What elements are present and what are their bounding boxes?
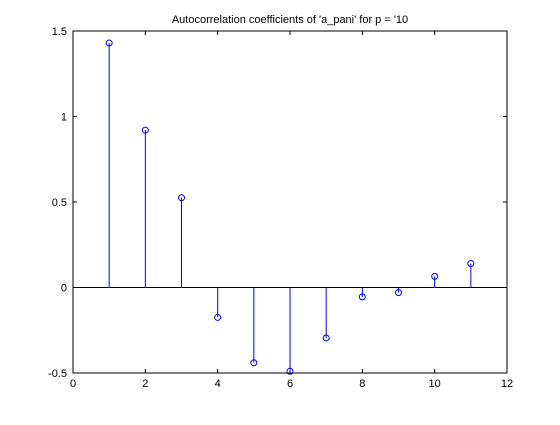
stem-marker	[395, 289, 402, 297]
stems-layer	[105, 39, 475, 375]
x-tick-label: 10	[429, 378, 441, 390]
x-tick-label: 4	[215, 378, 221, 390]
x-tick-label: 2	[142, 378, 148, 390]
x-tick-label: 0	[70, 378, 76, 390]
y-tick-label: -0.5	[48, 368, 67, 380]
y-tick-label: 1.5	[52, 26, 67, 38]
stem-marker	[214, 313, 222, 321]
chart-title: Autocorrelation coefficients of 'a_pani'…	[172, 14, 408, 26]
y-tick-label: 0.5	[52, 197, 67, 209]
x-tick-label: 8	[359, 378, 365, 390]
stem-marker	[467, 260, 475, 268]
x-tick-label: 6	[287, 378, 293, 390]
stem-marker	[178, 194, 185, 202]
stem-marker	[105, 39, 113, 47]
stem-marker	[250, 359, 258, 367]
stem-marker	[431, 272, 439, 280]
y-tick-label: 0	[61, 283, 67, 295]
stem-marker	[358, 293, 366, 301]
y-tick-label: 1	[61, 112, 67, 124]
stem-marker	[286, 367, 294, 375]
axis-ticks: 0 2 4 6 8 10 12-0.500.511.5	[48, 26, 513, 390]
stem-marker	[322, 334, 330, 342]
stem-marker	[141, 126, 149, 134]
x-tick-label: 12	[501, 378, 513, 390]
